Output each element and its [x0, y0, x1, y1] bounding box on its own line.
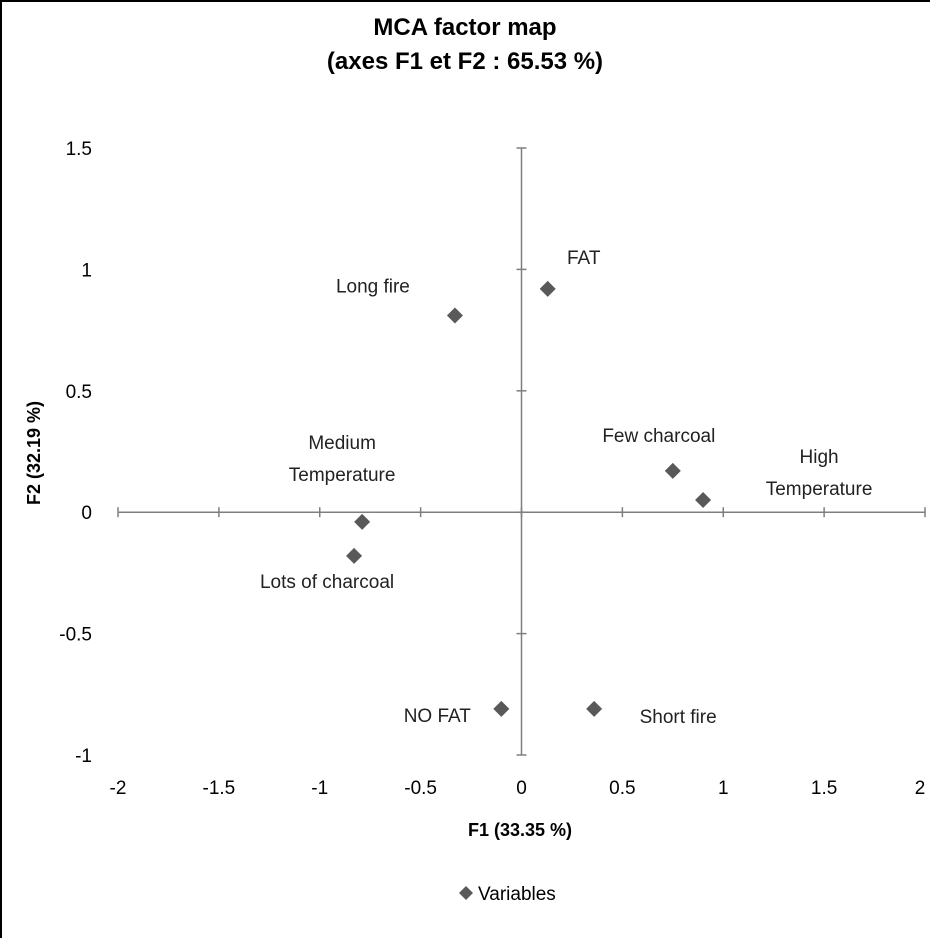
data-point-marker [664, 462, 681, 479]
chart-title: MCA factor map [373, 14, 557, 41]
y-tick-label: 1.5 [66, 139, 92, 160]
legend-label: Variables [478, 884, 556, 905]
y-tick-label: 0.5 [66, 382, 92, 403]
x-tick-label: -1 [311, 778, 328, 799]
chart-subtitle: (axes F1 et F2 : 65.53 %) [326, 48, 604, 75]
x-tick-label: 0 [516, 778, 527, 799]
data-point-label: NO FAT [404, 706, 472, 727]
data-point-label: High Temperature [766, 447, 873, 500]
data-point-label: Few charcoal [602, 426, 715, 447]
data-point-marker [446, 307, 463, 324]
data-points [346, 280, 712, 717]
legend: Variables [459, 884, 556, 905]
y-tick-label: -0.5 [59, 625, 92, 646]
x-tick-group: -2 -1.5 -1 -0.5 0 0.5 1 1.5 2 [110, 507, 926, 799]
data-point-marker [695, 492, 712, 509]
data-point-label: FAT [567, 248, 601, 269]
data-point-marker [346, 547, 363, 564]
data-point-marker [493, 700, 510, 717]
y-tick-label: 1 [81, 260, 92, 281]
x-tick-label: 2 [915, 778, 926, 799]
data-point-label: Medium Temperature [289, 433, 396, 486]
data-point-label: Short fire [640, 707, 717, 728]
data-point-marker [539, 280, 556, 297]
data-point-label: Long fire [336, 277, 410, 298]
data-point-marker [354, 513, 371, 530]
x-tick-label: 0.5 [609, 778, 635, 799]
data-point-marker [586, 700, 603, 717]
x-tick-label: 1.5 [811, 778, 837, 799]
y-tick-group: 1.5 1 0.5 0 -0.5 -1 [59, 139, 527, 767]
y-axis-label: F2 (32.19 %) [24, 401, 44, 505]
x-tick-label: 1 [718, 778, 729, 799]
legend-marker [459, 886, 473, 900]
x-tick-label: -2 [110, 778, 127, 799]
point-labels: FAT Long fire Few charcoal High Temperature M… [260, 248, 872, 728]
x-tick-label: -1.5 [203, 778, 236, 799]
x-tick-label: -0.5 [404, 778, 437, 799]
y-tick-label: -1 [75, 746, 92, 767]
x-axis-label: F1 (33.35 %) [468, 820, 572, 840]
y-tick-label: 0 [81, 503, 92, 524]
data-point-label: Lots of charcoal [260, 572, 394, 593]
